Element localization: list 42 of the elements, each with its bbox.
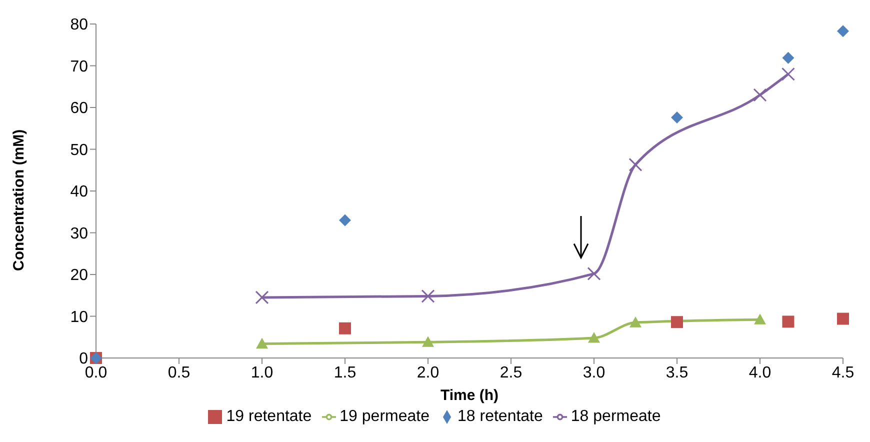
y-tick-label: 20 [70, 267, 88, 284]
x-tick-label: 0.5 [168, 364, 190, 382]
y-tick-label: 70 [70, 58, 88, 76]
x-tick-label: 3.5 [666, 364, 688, 382]
point [630, 316, 642, 328]
point [339, 214, 351, 226]
point [255, 290, 269, 304]
x-tick-label: 3.0 [582, 364, 606, 382]
point [781, 67, 795, 81]
point [754, 314, 766, 324]
legend-label: 18 permeate [570, 408, 661, 425]
x-tick-label: 1.0 [250, 364, 274, 382]
point [339, 322, 351, 334]
point [256, 338, 268, 349]
y-tick-label: 80 [70, 16, 88, 34]
x-axis-title: Time (h) [440, 387, 499, 404]
point [628, 158, 642, 172]
y-tick-label: 30 [70, 225, 88, 242]
y-tick-label: 10 [70, 308, 88, 326]
x-tick-label: 1.5 [334, 364, 356, 382]
legend-label: 18 retentate [458, 408, 543, 425]
point [422, 336, 434, 347]
x-tick-label: 4.5 [832, 364, 854, 382]
point [588, 332, 600, 343]
x-tick-label: 2.5 [500, 364, 522, 382]
legend-label: 19 retentate [226, 408, 312, 425]
y-axis-title: Concentration (mM) [10, 129, 28, 271]
point [753, 88, 767, 102]
point [671, 112, 683, 124]
x-tick-label: 2.0 [416, 364, 440, 382]
point [782, 316, 794, 328]
x-tick-label: 4.0 [748, 364, 772, 382]
y-tick-label: 60 [70, 100, 88, 118]
point [671, 316, 683, 328]
point [587, 266, 601, 280]
point [837, 312, 849, 325]
y-tick-label: 50 [70, 142, 88, 159]
y-tick-label: 40 [70, 184, 88, 201]
point [837, 25, 849, 38]
point [421, 289, 435, 303]
point [782, 52, 794, 64]
legend-label: 19 permeate [340, 408, 430, 425]
